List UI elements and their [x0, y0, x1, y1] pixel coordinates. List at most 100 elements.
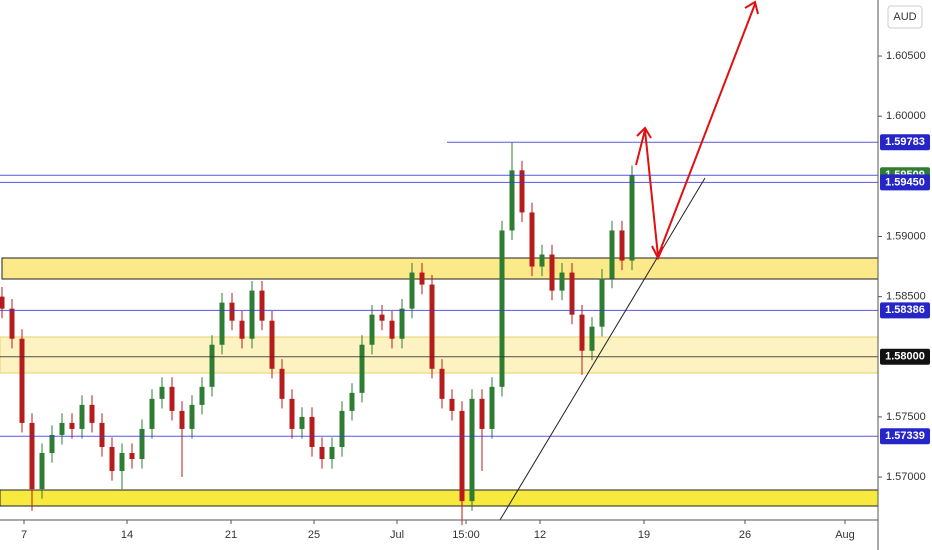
candle-body: [209, 344, 215, 387]
y-tick-label: 1.60500: [886, 50, 926, 62]
candle-body: [569, 272, 575, 315]
candle-body: [479, 398, 485, 429]
candle-body: [9, 308, 15, 339]
candle-body: [359, 344, 365, 393]
x-tick-label: 7: [21, 529, 27, 541]
level-label: 1.59783: [885, 136, 925, 148]
level-label-box: [880, 174, 930, 191]
currency: AUD: [893, 11, 916, 23]
level-label-box: [880, 302, 930, 319]
candle-body: [559, 272, 565, 291]
candle-body: [539, 254, 545, 267]
level-label: 1.59450: [885, 176, 925, 188]
candle-body: [249, 290, 255, 339]
candle-body: [289, 398, 295, 429]
candle-body: [39, 453, 45, 490]
candle-body: [109, 446, 115, 472]
candle-body: [149, 398, 155, 429]
candle-body: [239, 320, 245, 339]
level-label-box: [880, 348, 930, 365]
candle-body: [379, 314, 385, 321]
x-tick-label: 19: [638, 529, 650, 541]
candle-body: [459, 410, 465, 502]
arrow-head: [744, 0, 759, 15]
candle-body: [129, 453, 135, 460]
candle-body: [259, 290, 265, 321]
zone: [0, 336, 879, 374]
x-tick-label: Aug: [835, 529, 855, 541]
x-tick-label: 15:00: [452, 529, 480, 541]
candle-body: [619, 230, 625, 261]
candle-body: [419, 272, 425, 285]
x-tick-label: 14: [121, 529, 133, 541]
candle-body: [319, 446, 325, 460]
candle-body: [169, 386, 175, 411]
candle-body: [189, 404, 195, 429]
candle-body: [229, 302, 235, 321]
arrow-head: [636, 126, 652, 139]
candle-body: [599, 278, 605, 327]
candle-body: [49, 434, 55, 454]
y-tick-label: 1.58500: [886, 291, 926, 303]
candle-body: [219, 302, 225, 345]
candle-body: [529, 212, 535, 267]
level-label: 1.58386: [885, 304, 925, 316]
candle-body: [429, 284, 435, 369]
candle-body: [159, 386, 165, 399]
candle-body: [389, 320, 395, 339]
candle-body: [99, 422, 105, 447]
candle-body: [279, 368, 285, 399]
candle-body: [179, 410, 185, 429]
candle-body: [439, 368, 445, 399]
level-label-box: [880, 134, 930, 151]
candle-body: [19, 338, 25, 423]
candle-body: [509, 170, 515, 231]
y-tick-label: 1.57000: [886, 471, 926, 483]
arrow-head: [651, 245, 664, 261]
candle-body: [449, 398, 455, 411]
arrow-path: [635, 3, 756, 257]
zone: [0, 489, 879, 507]
plot: [0, 141, 878, 526]
level-label-box: [880, 428, 930, 445]
candle-body: [519, 170, 525, 213]
candle-body: [269, 320, 275, 369]
candle-body: [349, 392, 355, 411]
y-tick-label: 1.57500: [886, 411, 926, 423]
candle-body: [139, 428, 145, 460]
x-tick-label: 26: [739, 529, 751, 541]
x-tick-label: 25: [308, 529, 320, 541]
candle-body: [79, 404, 85, 429]
x-tick-label: Jul: [390, 529, 404, 541]
level-label: 1.58000: [885, 351, 925, 363]
candle-body: [469, 398, 475, 502]
candle-body: [299, 416, 305, 429]
candle-body: [579, 314, 585, 351]
candle-body: [309, 416, 315, 447]
candle-body: [199, 386, 205, 405]
candle-body: [409, 272, 415, 309]
level-label: 1.57339: [885, 430, 925, 442]
candle-body: [69, 422, 75, 429]
candle-body: [59, 422, 65, 435]
candle-body: [119, 453, 125, 472]
currency-box[interactable]: [887, 5, 923, 29]
candle-body: [89, 404, 95, 423]
x-tick-label: 21: [225, 529, 237, 541]
candle-body: [29, 422, 35, 490]
candle-body: [499, 230, 505, 387]
candle-body: [589, 326, 595, 351]
y-tick-label: 1.59000: [886, 230, 926, 242]
candle-body: [369, 314, 375, 345]
candle-body: [0, 296, 5, 309]
candle-body: [329, 446, 335, 460]
x-tick-label: 12: [534, 529, 546, 541]
candle-body: [489, 386, 495, 429]
candle-body: [339, 410, 345, 447]
candle-body: [399, 308, 405, 339]
zone: [1, 257, 879, 280]
y-tick-label: 1.60000: [886, 110, 926, 122]
candle-body: [629, 175, 635, 261]
candle-body: [609, 230, 615, 279]
